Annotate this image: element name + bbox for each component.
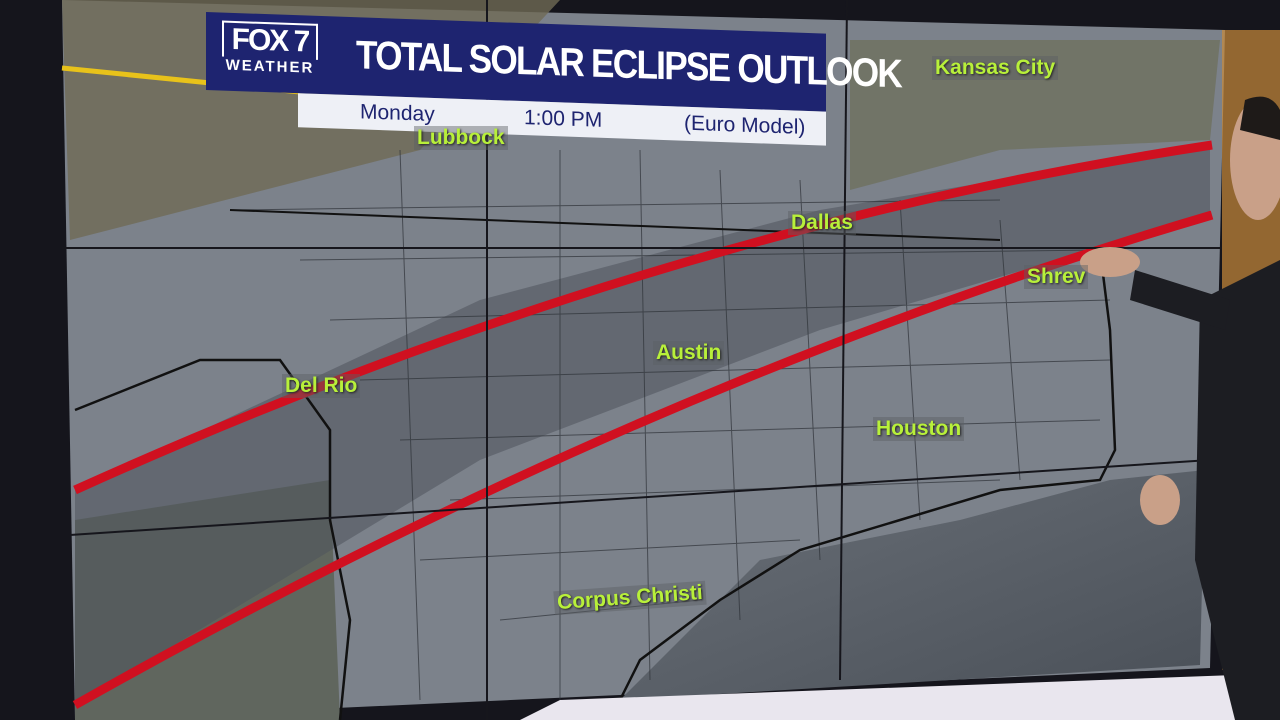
city-label-kansas-city: Kansas City (932, 56, 1059, 80)
eclipse-path-north-edge (73, 140, 1213, 495)
city-label-shreveport: Shrev (1024, 265, 1089, 289)
city-label-austin: Austin (653, 341, 725, 365)
city-label-del-rio: Del Rio (282, 374, 361, 398)
city-label-dallas: Dallas (788, 211, 856, 235)
floor (520, 675, 1240, 720)
forecast-time: 1:00 PM (524, 106, 603, 132)
totality-path (75, 145, 1210, 705)
banner-title: TOTAL SOLAR ECLIPSE OUTLOOK (356, 33, 902, 97)
forecast-model: (Euro Model) (684, 111, 806, 139)
city-label-houston: Houston (873, 417, 965, 441)
eclipse-path-south-edge (72, 210, 1214, 709)
state-border (74, 249, 1117, 720)
forecast-day: Monday (360, 100, 435, 126)
city-label-lubbock: Lubbock (414, 126, 508, 150)
gulf-of-mexico (620, 470, 1205, 700)
presenter (1080, 96, 1280, 720)
fox7-weather-logo: FOX 7 WEATHER (216, 20, 324, 86)
